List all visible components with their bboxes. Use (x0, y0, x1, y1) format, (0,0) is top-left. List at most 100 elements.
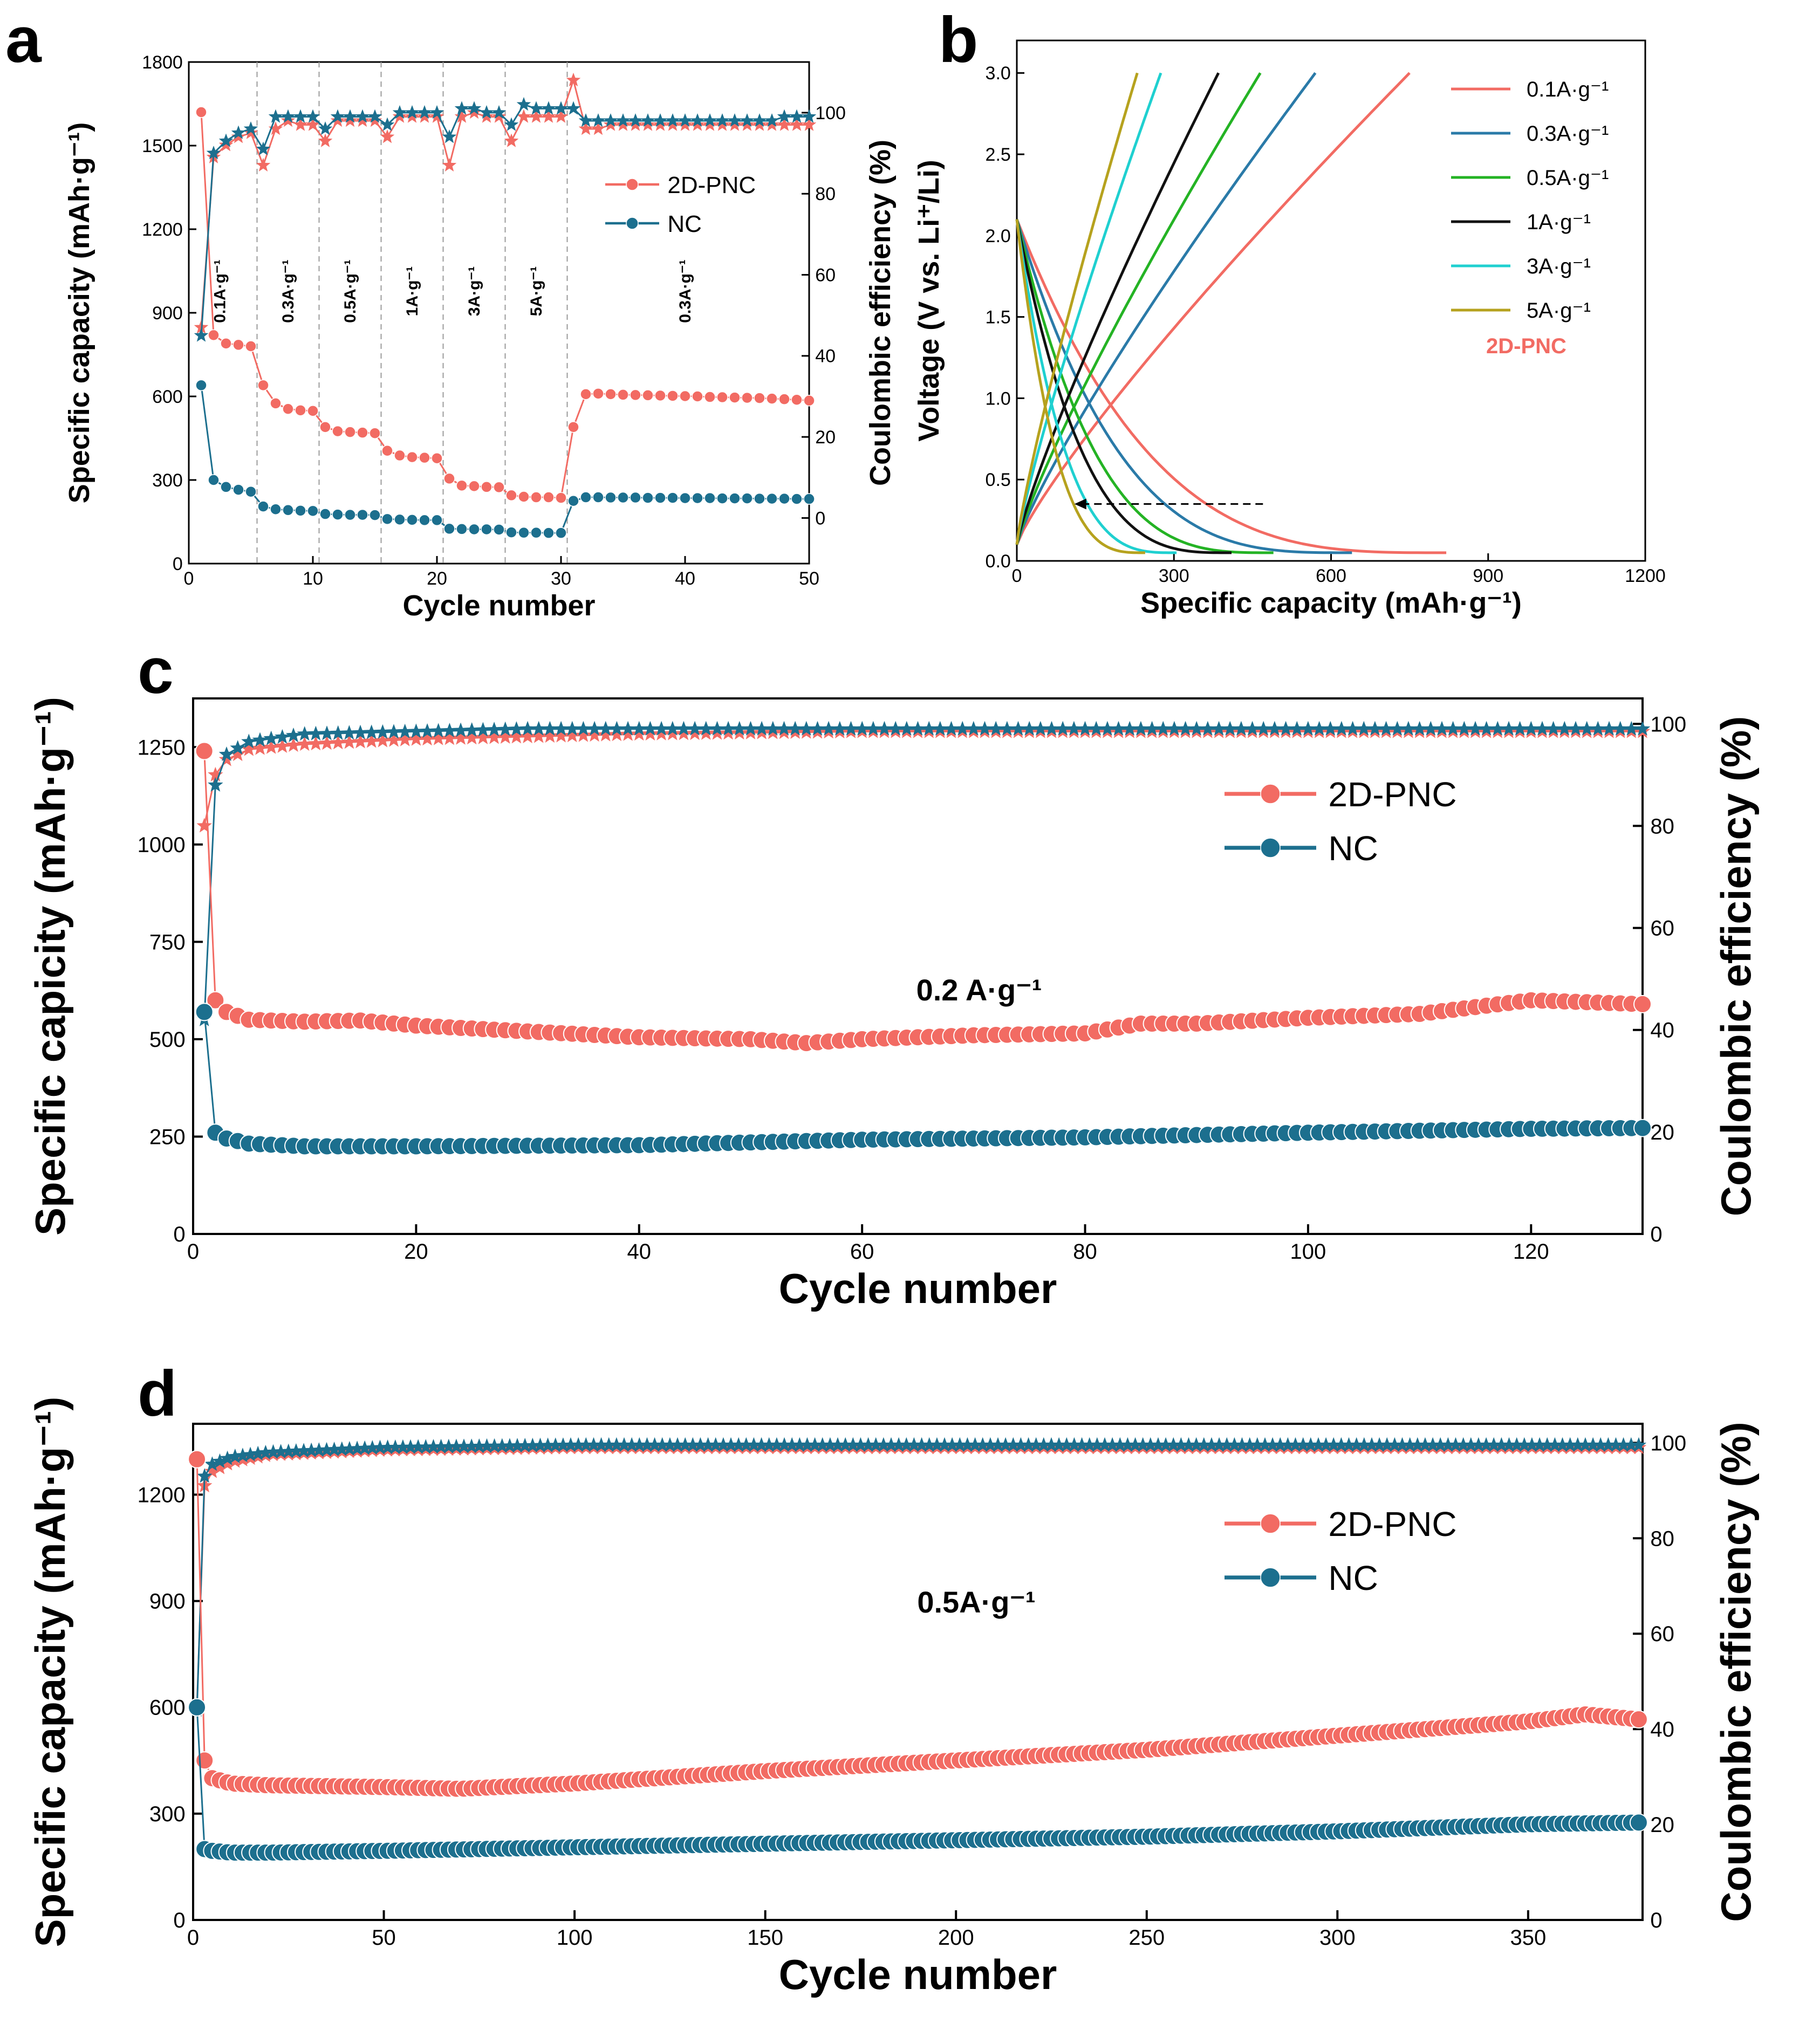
efficiency-point (1120, 1437, 1136, 1452)
efficiency-point (687, 725, 703, 740)
data-point (318, 133, 333, 147)
efficiency-point (386, 724, 402, 739)
data-point (642, 389, 654, 401)
data-point (530, 526, 542, 539)
efficiency-point (1534, 721, 1550, 736)
data-point (653, 117, 668, 131)
efficiency-point (220, 1450, 235, 1465)
data-point (667, 390, 679, 402)
efficiency-point (960, 1437, 975, 1452)
discharge-curve (1015, 219, 1232, 554)
efficiency-point (820, 721, 837, 736)
efficiency-point (418, 1439, 434, 1454)
efficiency-point (204, 1456, 220, 1471)
y-tick-label: 1200 (142, 220, 183, 240)
efficiency-point (1467, 721, 1483, 736)
data-point (419, 451, 430, 464)
efficiency-point (1593, 1437, 1609, 1452)
data-point (789, 109, 804, 123)
data-point (195, 106, 207, 118)
efficiency-point (883, 1437, 899, 1452)
efficiency-point (542, 721, 558, 736)
data-point (679, 390, 691, 402)
efficiency-point (1111, 721, 1126, 736)
efficiency-point (1310, 1437, 1326, 1452)
efficiency-point (1311, 721, 1327, 736)
y-tick-label: 250 (149, 1125, 186, 1149)
efficiency-point (887, 721, 904, 736)
charge-curve (1015, 72, 1220, 545)
data-point (381, 513, 393, 525)
x-tick-label: 60 (850, 1240, 874, 1264)
data-point (505, 489, 517, 502)
efficiency-point (456, 1438, 472, 1453)
efficiency-point (1455, 1437, 1471, 1452)
efficiency-point (943, 721, 959, 736)
efficiency-point (854, 721, 870, 736)
efficiency-point (1577, 1437, 1593, 1452)
efficiency-point (235, 1448, 251, 1463)
efficiency-point (479, 1438, 495, 1453)
efficiency-point (1189, 721, 1205, 736)
data-point (555, 527, 567, 539)
efficiency-point (654, 1437, 670, 1452)
data-point (281, 109, 296, 123)
data-point (405, 109, 420, 123)
efficiency-point (708, 1437, 723, 1452)
efficiency-point (1300, 721, 1316, 736)
y-tick-label: 1250 (138, 736, 186, 759)
data-point (293, 109, 308, 123)
efficiency-point (471, 1438, 487, 1453)
efficiency-point (563, 1437, 579, 1452)
efficiency-point (1082, 1437, 1097, 1452)
data-point (541, 101, 556, 115)
efficiency-point (487, 1438, 502, 1453)
legend-marker (1260, 784, 1281, 804)
legend-marker (1260, 838, 1281, 858)
efficiency-point (586, 727, 603, 742)
data-point (392, 109, 407, 123)
efficiency-point (1289, 721, 1305, 736)
arrow-head (1074, 498, 1086, 510)
y2-tick-label: 100 (1650, 712, 1686, 736)
y-tick-label: 0 (173, 1223, 185, 1246)
efficiency-point (910, 721, 926, 736)
efficiency-point (1178, 721, 1193, 736)
legend-label: 2D-PNC (1328, 775, 1456, 814)
efficiency-point (463, 1438, 480, 1453)
efficiency-point (1013, 1437, 1029, 1452)
data-point (605, 491, 617, 504)
y-tick-label: 600 (152, 387, 183, 407)
efficiency-point (1356, 1437, 1372, 1452)
efficiency-point (258, 1445, 273, 1460)
efficiency-point (723, 1437, 739, 1452)
legend-label: 2D-PNC (667, 172, 756, 198)
efficiency-point (1524, 1437, 1540, 1452)
data-point (692, 390, 703, 402)
data-point (543, 527, 555, 539)
data-point (678, 113, 693, 127)
efficiency-point (509, 721, 524, 736)
efficiency-point (1456, 721, 1472, 736)
efficiency-point (730, 1437, 747, 1452)
efficiency-point (807, 1437, 823, 1452)
x-tick-label: 300 (1319, 1926, 1356, 1950)
efficiency-point (570, 1437, 586, 1452)
data-point (245, 485, 257, 498)
efficiency-point (586, 721, 603, 736)
efficiency-point (1349, 1437, 1364, 1452)
data-point (381, 445, 393, 457)
y-tick-label: 2.5 (986, 145, 1011, 165)
y2-tick-label: 60 (1650, 917, 1674, 941)
efficiency-point (252, 732, 268, 747)
x-tick-label: 1200 (1625, 566, 1666, 586)
efficiency-point (639, 1437, 655, 1452)
efficiency-point (754, 721, 770, 736)
efficiency-point (402, 1439, 419, 1454)
efficiency-point (1612, 721, 1628, 736)
data-point (630, 491, 641, 504)
data-point (355, 109, 370, 123)
data-point (257, 500, 269, 512)
efficiency-point (653, 725, 669, 740)
efficiency-point (598, 726, 613, 742)
